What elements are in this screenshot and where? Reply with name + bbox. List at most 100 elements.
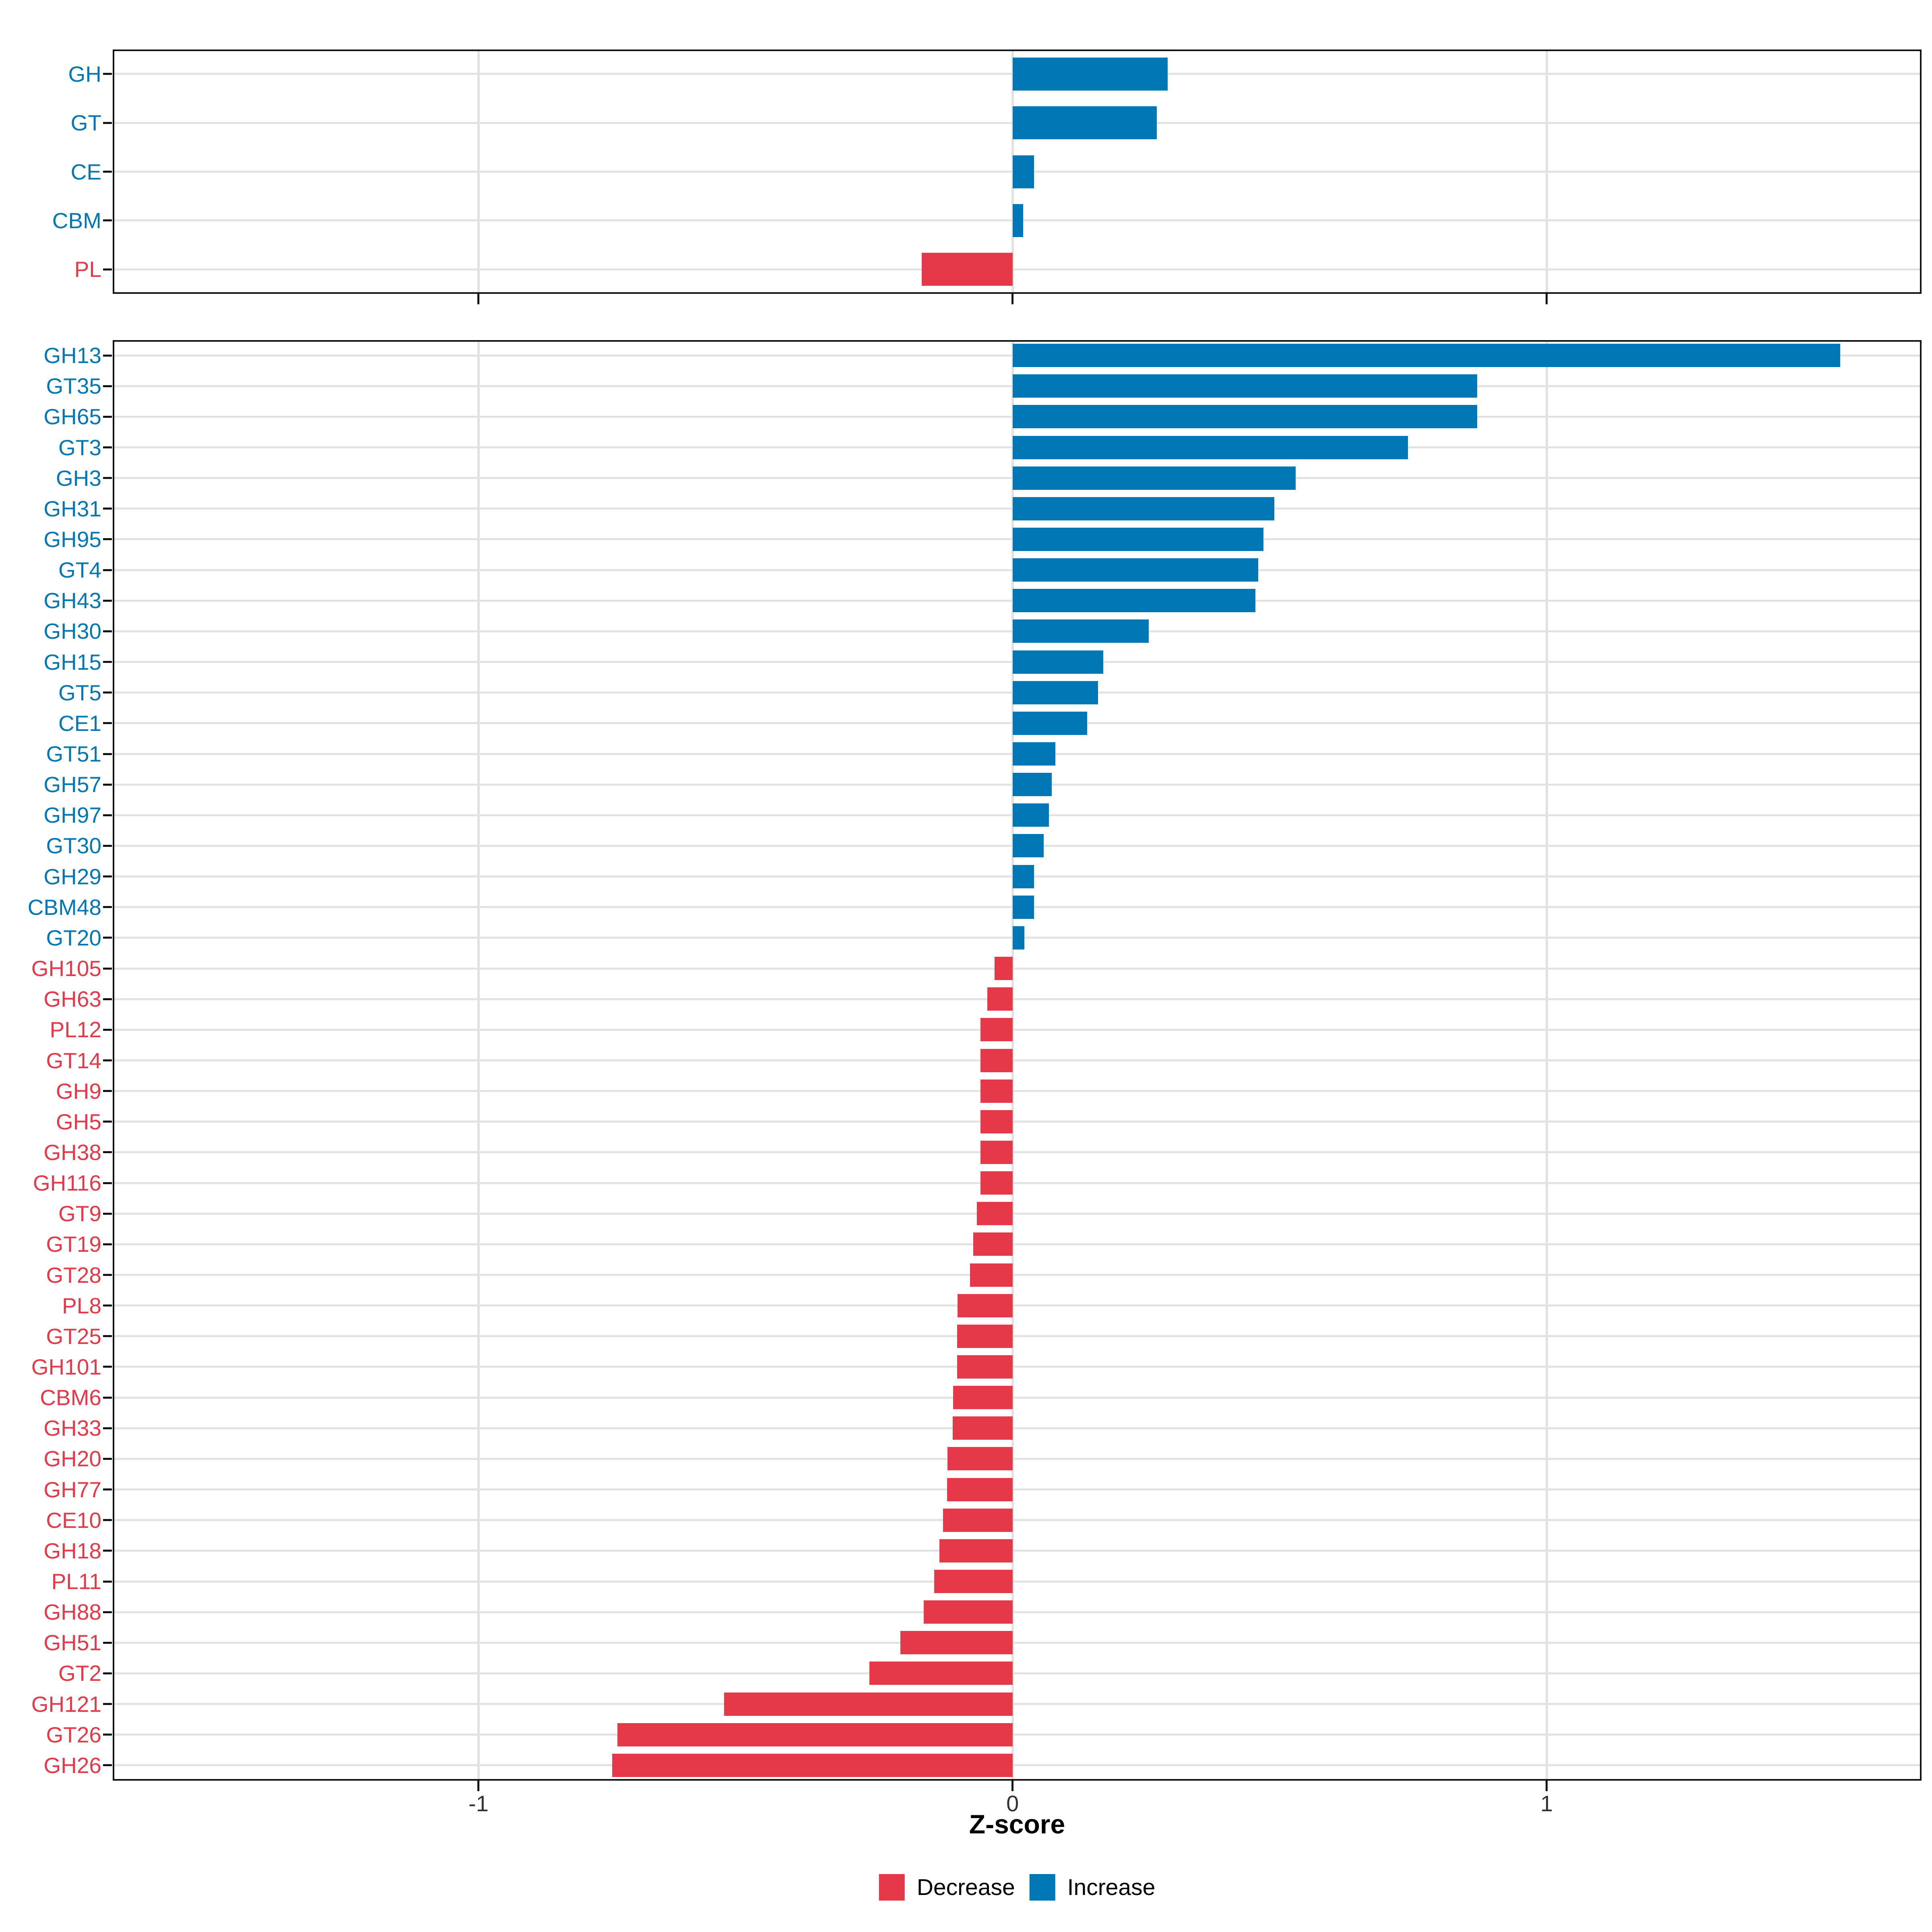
bar-CE1 (1012, 711, 1088, 735)
bar-GT2 (869, 1662, 1013, 1685)
bar-GH105 (994, 957, 1013, 980)
y-axis-label-GH26: GH26 (43, 1752, 101, 1778)
y-axis-tick (103, 722, 112, 724)
y-axis-label-GT25: GT25 (46, 1323, 101, 1349)
y-axis-label-GH20: GH20 (43, 1446, 101, 1472)
y-axis-tick (103, 73, 112, 75)
y-axis-tick (103, 906, 112, 908)
y-axis-label-GH29: GH29 (43, 864, 101, 889)
x-axis-tick (477, 1781, 480, 1791)
y-axis-label-GH: GH (68, 61, 102, 87)
legend: Decrease Increase (879, 1874, 1155, 1901)
horizontal-gridline (113, 1427, 1922, 1429)
plot-panel-bottom-cazyme-families (113, 340, 1922, 1781)
y-axis-tick (103, 661, 112, 663)
y-axis-tick (103, 1121, 112, 1123)
y-axis-tick (103, 1274, 112, 1276)
y-axis-label-GH31: GH31 (43, 496, 101, 521)
legend-key-increase-swatch (1029, 1874, 1055, 1901)
y-axis-tick (103, 937, 112, 939)
y-axis-tick (103, 599, 112, 602)
bar-GH63 (987, 987, 1013, 1011)
horizontal-gridline (113, 1764, 1922, 1767)
y-axis-tick (103, 783, 112, 786)
y-axis-tick (103, 1488, 112, 1491)
bar-CBM48 (1012, 895, 1034, 919)
bar-GH57 (1012, 773, 1052, 797)
bar-CBM6 (953, 1386, 1013, 1410)
y-axis-label-GH38: GH38 (43, 1139, 101, 1165)
bar-PL11 (934, 1570, 1013, 1593)
bar-GH101 (957, 1355, 1013, 1379)
y-axis-label-GT20: GT20 (46, 925, 101, 950)
bar-GT20 (1012, 926, 1024, 949)
bar-CE10 (943, 1508, 1013, 1532)
y-axis-label-PL11: PL11 (51, 1569, 101, 1594)
y-axis-tick (103, 385, 112, 387)
bar-GH26 (612, 1753, 1013, 1777)
y-axis-label-GH97: GH97 (43, 803, 101, 828)
y-axis-label-GH88: GH88 (43, 1600, 101, 1625)
y-axis-label-GH65: GH65 (43, 404, 101, 429)
bar-GT19 (973, 1232, 1013, 1256)
horizontal-gridline (113, 1028, 1922, 1031)
y-axis-label-PL: PL (74, 257, 101, 282)
bar-GH38 (980, 1140, 1013, 1164)
y-axis-tick (103, 1550, 112, 1552)
y-axis-tick (103, 1028, 112, 1031)
horizontal-gridline (113, 1212, 1922, 1215)
y-axis-label-GH18: GH18 (43, 1538, 101, 1563)
bar-GT26 (617, 1723, 1013, 1746)
y-axis-label-CBM: CBM (52, 208, 101, 233)
y-axis-label-PL12: PL12 (50, 1017, 101, 1042)
horizontal-gridline (113, 1366, 1922, 1368)
bar-GH95 (1012, 527, 1264, 551)
legend-key-decrease-swatch (879, 1874, 905, 1901)
y-axis-tick (103, 446, 112, 449)
y-axis-label-CBM6: CBM6 (40, 1385, 101, 1410)
bar-GT51 (1012, 742, 1055, 766)
bar-GT3 (1012, 436, 1408, 459)
horizontal-gridline (113, 1641, 1922, 1644)
y-axis-tick (103, 814, 112, 816)
y-axis-tick (103, 219, 112, 222)
y-axis-label-GT51: GT51 (46, 741, 101, 766)
y-axis-label-GT28: GT28 (46, 1262, 101, 1288)
bar-GH31 (1012, 497, 1274, 520)
horizontal-gridline (113, 1090, 1922, 1092)
horizontal-gridline (113, 1611, 1922, 1613)
y-axis-label-GT: GT (70, 110, 101, 136)
y-axis-tick (103, 1734, 112, 1736)
bar-GH15 (1012, 650, 1104, 674)
y-axis-label-CBM48: CBM48 (27, 894, 101, 920)
y-axis-label-GT35: GT35 (46, 374, 101, 399)
y-axis-label-GH9: GH9 (56, 1078, 101, 1104)
y-axis-label-GT26: GT26 (46, 1722, 101, 1747)
horizontal-gridline (113, 1703, 1922, 1705)
horizontal-gridline (113, 1488, 1922, 1491)
x-axis-tick-label: 1 (1540, 1791, 1553, 1816)
plot-panel-top-cazyme-classes (113, 50, 1922, 294)
y-axis-label-GH63: GH63 (43, 987, 101, 1012)
bar-GH5 (980, 1110, 1013, 1133)
legend-label-decrease: Decrease (916, 1874, 1015, 1900)
bar-GH65 (1012, 405, 1478, 429)
bar-GT (1012, 106, 1157, 140)
y-axis-tick (103, 1703, 112, 1705)
bar-GH (1012, 57, 1168, 91)
horizontal-gridline (113, 1335, 1922, 1338)
y-axis-label-GT2: GT2 (58, 1661, 101, 1686)
y-axis-label-GT14: GT14 (46, 1048, 101, 1073)
y-axis-tick (103, 1366, 112, 1368)
y-axis-label-GT9: GT9 (58, 1201, 101, 1226)
bar-CBM (1012, 204, 1024, 237)
bar-GT14 (980, 1049, 1013, 1072)
y-axis-tick (103, 875, 112, 878)
bar-GT30 (1012, 834, 1044, 858)
horizontal-gridline (113, 1734, 1922, 1736)
horizontal-gridline (113, 1182, 1922, 1184)
bar-GT9 (976, 1202, 1013, 1226)
bar-GH9 (980, 1079, 1013, 1103)
bar-GT25 (957, 1324, 1013, 1348)
